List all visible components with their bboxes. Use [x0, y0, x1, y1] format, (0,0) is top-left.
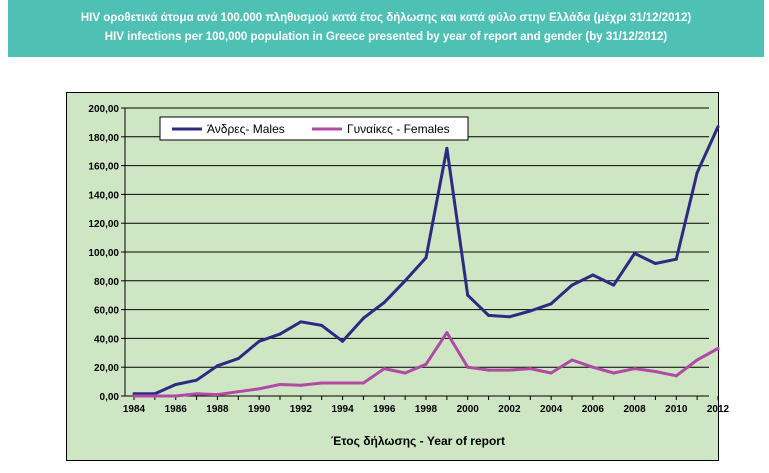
data-point-females: [570, 358, 574, 362]
data-point-males: [466, 293, 470, 297]
data-point-males: [487, 313, 491, 317]
data-point-males: [174, 382, 178, 386]
x-tick-label: 1992: [290, 404, 313, 415]
data-point-females: [507, 368, 511, 372]
data-point-males: [653, 262, 657, 266]
data-point-females: [195, 392, 199, 396]
data-point-males: [674, 257, 678, 261]
data-point-males: [612, 283, 616, 287]
data-point-females: [549, 371, 553, 375]
x-tick-label: 2006: [582, 404, 605, 415]
y-tick-label: 140,00: [88, 190, 119, 201]
data-point-males: [695, 171, 699, 175]
y-tick-label: 200,00: [88, 104, 119, 115]
chart-title-english: HIV infections per 100,000 population in…: [104, 31, 668, 43]
data-point-males: [382, 300, 386, 304]
data-point-males: [278, 332, 282, 336]
x-tick-label: 1988: [206, 404, 229, 415]
chart-title-greek: HIV οροθετικά άτομα ανά 100.000 πληθυσμο…: [80, 12, 692, 24]
data-point-males: [591, 273, 595, 277]
x-tick-label: 2000: [457, 404, 480, 415]
data-point-females: [674, 374, 678, 378]
data-point-males: [257, 339, 261, 343]
x-tick-label: 1986: [165, 404, 188, 415]
title-banner: HIV οροθετικά άτομα ανά 100.000 πληθυσμο…: [8, 0, 764, 57]
data-point-females: [695, 358, 699, 362]
y-axis-ticks: 0,00 20,00 40,00 60,00 80,00 100,00 120,00 140,…: [88, 104, 125, 403]
legend: Άνδρες- Males Γυναίκες - Females: [159, 116, 469, 141]
y-tick-label: 120,00: [88, 219, 119, 230]
x-tick-label: 1996: [373, 404, 396, 415]
data-point-males: [424, 256, 428, 260]
data-point-females: [487, 368, 491, 372]
data-point-females: [257, 387, 261, 391]
x-tick-label: 2004: [540, 404, 563, 415]
data-point-females: [299, 383, 303, 387]
x-tick-label: 1990: [248, 404, 271, 415]
x-tick-label: 1998: [415, 404, 438, 415]
data-point-males: [528, 309, 532, 313]
y-tick-label: 40,00: [94, 334, 119, 345]
y-tick-label: 180,00: [88, 133, 119, 144]
data-point-males: [549, 302, 553, 306]
data-point-males: [320, 323, 324, 327]
data-point-females: [716, 346, 720, 350]
data-point-females: [382, 367, 386, 371]
y-tick-label: 80,00: [94, 277, 119, 288]
data-point-males: [299, 320, 303, 324]
data-point-males: [361, 316, 365, 320]
data-point-females: [466, 365, 470, 369]
data-point-females: [341, 381, 345, 385]
x-tick-label: 2002: [498, 404, 521, 415]
data-point-males: [570, 283, 574, 287]
data-series: [132, 125, 720, 398]
data-point-males: [633, 251, 637, 255]
x-tick-label: 2012: [707, 404, 730, 415]
y-tick-label: 100,00: [88, 248, 119, 259]
data-point-females: [361, 381, 365, 385]
x-tick-label: 2010: [665, 404, 688, 415]
x-tick-label: 1984: [123, 404, 146, 415]
legend-label-females: Γυναίκες - Females: [347, 122, 450, 136]
data-point-females: [424, 362, 428, 366]
y-tick-label: 0,00: [100, 392, 120, 403]
data-point-females: [174, 394, 178, 398]
data-point-males: [341, 339, 345, 343]
y-tick-label: 60,00: [94, 306, 119, 317]
x-tick-label: 2008: [623, 404, 646, 415]
data-point-females: [528, 367, 532, 371]
data-point-females: [320, 381, 324, 385]
data-point-females: [236, 390, 240, 394]
data-point-females: [215, 393, 219, 397]
x-axis-label: Έτος δήλωσης - Year of report: [331, 434, 505, 448]
data-point-females: [153, 394, 157, 398]
data-point-females: [132, 394, 136, 398]
data-point-males: [403, 279, 407, 283]
legend-label-males: Άνδρες- Males: [207, 122, 285, 136]
y-tick-label: 160,00: [88, 162, 119, 173]
data-point-males: [215, 364, 219, 368]
data-point-females: [591, 365, 595, 369]
data-point-females: [445, 331, 449, 335]
data-point-females: [633, 367, 637, 371]
data-point-males: [445, 146, 449, 150]
data-point-females: [278, 382, 282, 386]
data-point-females: [403, 371, 407, 375]
data-point-females: [612, 371, 616, 375]
data-point-females: [653, 370, 657, 374]
y-tick-label: 20,00: [94, 363, 119, 374]
data-point-males: [236, 357, 240, 361]
data-point-males: [716, 125, 720, 129]
x-tick-label: 1994: [331, 404, 354, 415]
data-point-males: [507, 315, 511, 319]
x-axis-ticks: 1984 1986 1988 1990 1992 1994 1996 1998 2000 2002…: [123, 396, 730, 415]
data-point-males: [195, 378, 199, 382]
